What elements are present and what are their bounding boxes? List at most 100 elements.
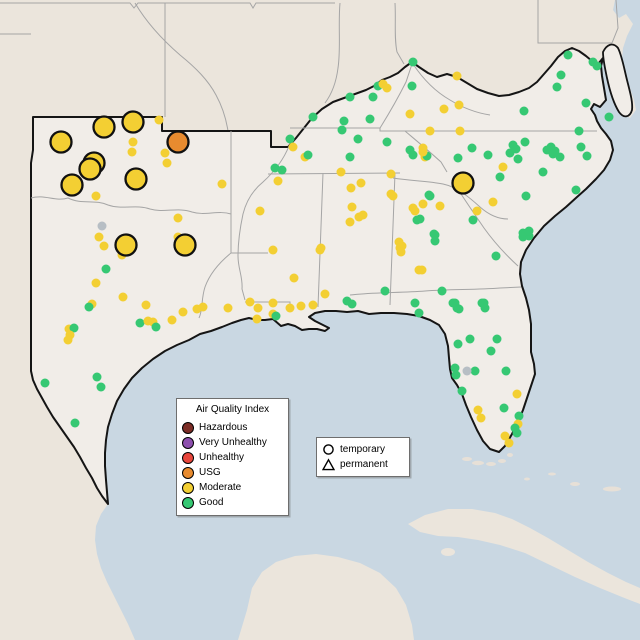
- station-dot: [450, 363, 460, 373]
- station-dot: [63, 335, 73, 345]
- station-dot: [396, 247, 406, 257]
- aqi-swatch-unhealthy: [182, 451, 194, 464]
- station-dot: [499, 403, 509, 413]
- station-dot: [501, 366, 511, 376]
- temporary-station-circle: [451, 171, 475, 195]
- station-dot: [255, 206, 265, 216]
- station-dot: [382, 137, 392, 147]
- station-dot: [604, 112, 614, 122]
- state-borders-inside-region: [30, 63, 597, 319]
- station-dot: [91, 191, 101, 201]
- station-dot: [470, 366, 480, 376]
- station-dot: [555, 152, 565, 162]
- aqi-legend-item-moderate: Moderate: [182, 480, 283, 495]
- station-dot: [271, 311, 281, 321]
- station-dot: [571, 185, 581, 195]
- station-dot: [524, 226, 534, 236]
- station-dot: [288, 142, 298, 152]
- station-dot: [345, 217, 355, 227]
- station-dot: [408, 150, 418, 160]
- station-dot: [296, 301, 306, 311]
- station-dot: [410, 298, 420, 308]
- station-dot: [141, 300, 151, 310]
- temporary-station-circle: [173, 233, 197, 257]
- station-dot: [252, 314, 262, 324]
- station-dot: [173, 213, 183, 223]
- station-dot: [472, 206, 482, 216]
- station-dot: [512, 428, 522, 438]
- station-dot: [455, 126, 465, 136]
- station-dot: [94, 232, 104, 242]
- station-dot: [414, 308, 424, 318]
- station-dot: [513, 154, 523, 164]
- station-dot: [388, 191, 398, 201]
- station-dot: [356, 178, 366, 188]
- station-dot: [273, 176, 283, 186]
- station-dot: [154, 115, 164, 125]
- aqi-legend-items: Hazardous Very Unhealthy Unhealthy USG Moder…: [182, 420, 283, 510]
- aqi-swatch-usg: [182, 466, 194, 479]
- station-dot: [408, 203, 418, 213]
- temporary-station-circle: [49, 130, 73, 154]
- station-dot: [316, 243, 326, 253]
- station-dot: [386, 169, 396, 179]
- aqi-swatch-good: [182, 496, 194, 509]
- station-dot: [337, 125, 347, 135]
- station-dot: [453, 153, 463, 163]
- station-dot: [454, 304, 464, 314]
- temporary-station-circle: [124, 167, 148, 191]
- region-southern-states: [30, 47, 614, 505]
- station-dot: [435, 201, 445, 211]
- station-dot: [417, 265, 427, 275]
- station-dot: [514, 411, 524, 421]
- station-dot: [270, 163, 280, 173]
- station-dot: [127, 147, 137, 157]
- station-dot: [92, 372, 102, 382]
- station-dot: [467, 143, 477, 153]
- temporary-station-circle: [121, 110, 145, 134]
- aqi-label-unhealthy: Unhealthy: [199, 451, 245, 463]
- station-dot: [84, 302, 94, 312]
- station-dot: [96, 382, 106, 392]
- station-dot: [160, 148, 170, 158]
- station-dot: [178, 307, 188, 317]
- landmass-cuba: [408, 509, 640, 604]
- aqi-label-very_unhealthy: Very Unhealthy: [199, 436, 267, 448]
- station-dot: [468, 215, 478, 225]
- station-dot: [581, 98, 591, 108]
- station-dot: [347, 202, 357, 212]
- station-dot: [408, 57, 418, 67]
- station-dot: [101, 264, 111, 274]
- station-dot: [285, 134, 295, 144]
- station-dot: [151, 322, 161, 332]
- station-dot: [303, 150, 313, 160]
- station-dot: [336, 167, 346, 177]
- marker-legend-row-permanent: permanent: [322, 457, 404, 472]
- station-dot: [424, 190, 434, 200]
- station-dot: [479, 298, 489, 308]
- station-dot: [552, 82, 562, 92]
- aqi-label-hazardous: Hazardous: [199, 421, 248, 433]
- aqi-label-usg: USG: [199, 466, 221, 478]
- station-dot: [308, 112, 318, 122]
- station-dot: [429, 229, 439, 239]
- station-dot: [448, 298, 458, 308]
- station-dot: [268, 245, 278, 255]
- aqi-legend-item-very_unhealthy: Very Unhealthy: [182, 435, 283, 450]
- station-dot: [346, 183, 356, 193]
- island-isla-juventud: [441, 548, 455, 556]
- aqi-legend-item-hazardous: Hazardous: [182, 420, 283, 435]
- station-dot: [368, 92, 378, 102]
- station-dot: [91, 278, 101, 288]
- station-dot: [162, 158, 172, 168]
- station-dot: [538, 167, 548, 177]
- station-dot: [128, 137, 138, 147]
- station-dot: [476, 413, 486, 423]
- permanent-triangle-icon: [322, 458, 335, 471]
- station-dot: [380, 286, 390, 296]
- station-dot: [462, 366, 472, 376]
- station-dot: [430, 236, 440, 246]
- station-dot: [495, 172, 505, 182]
- station-dot: [520, 137, 530, 147]
